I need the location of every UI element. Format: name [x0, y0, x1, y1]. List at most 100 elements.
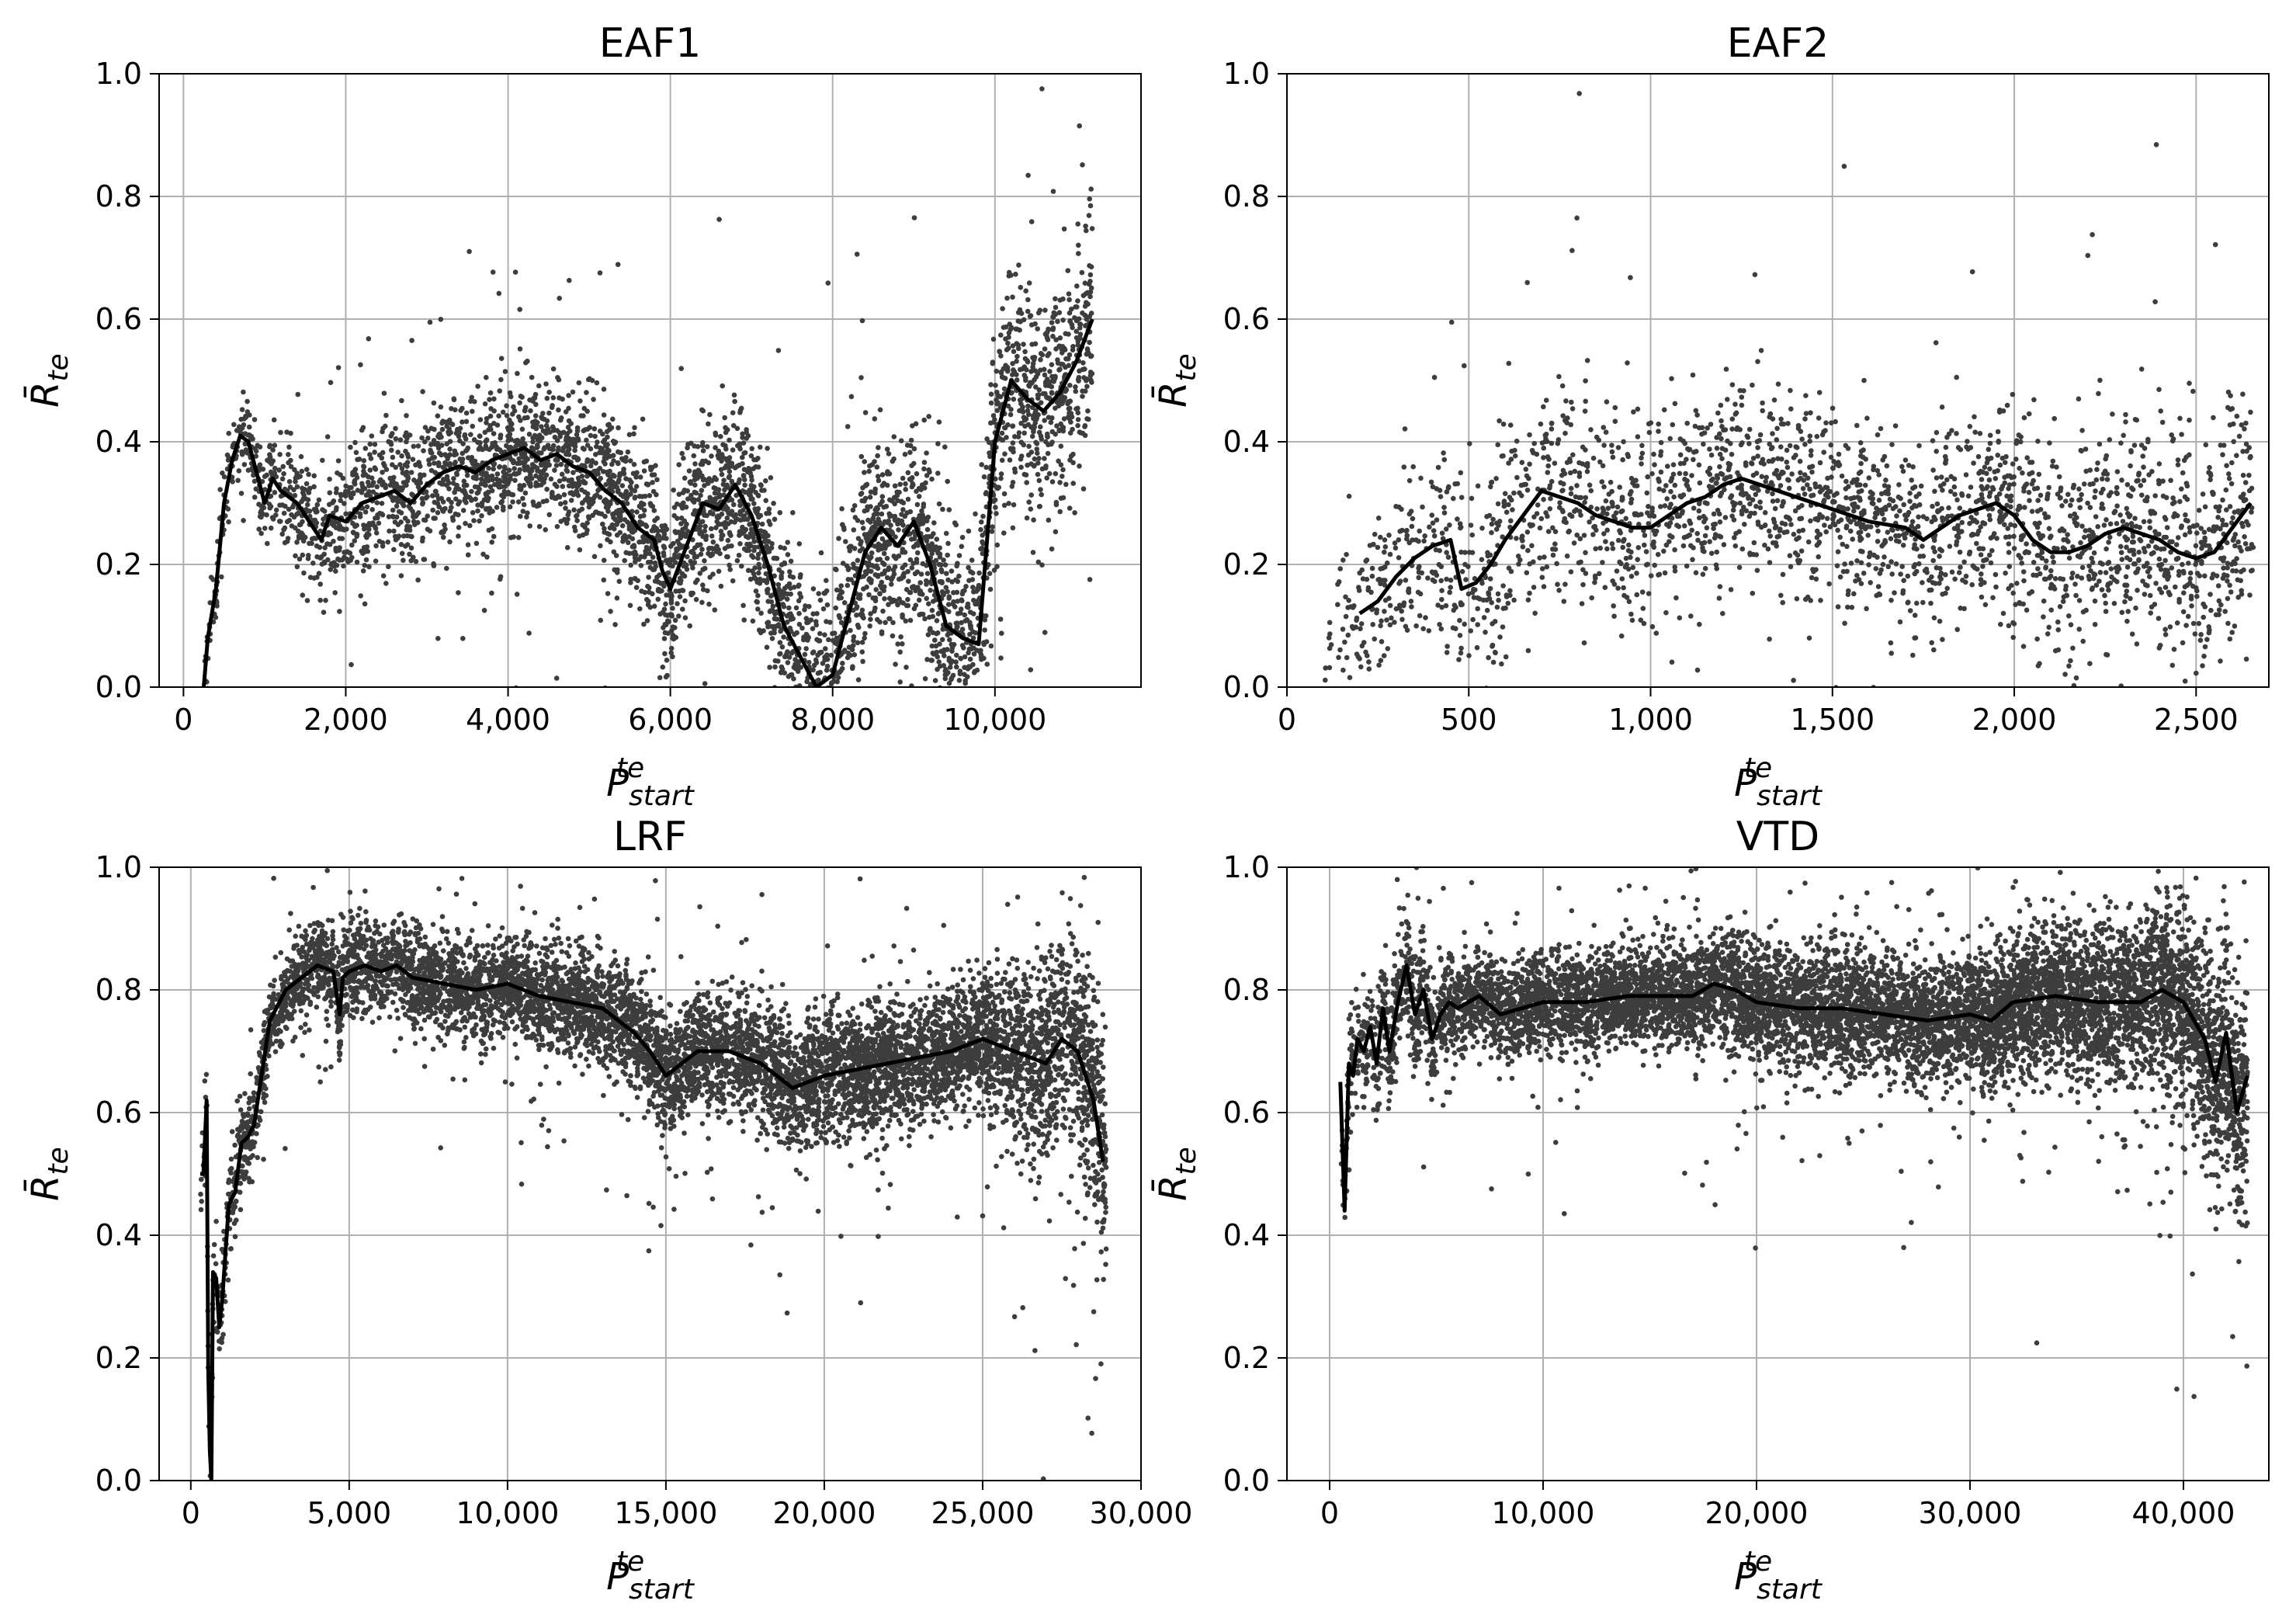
scatter-point — [692, 545, 698, 550]
scatter-point — [956, 678, 962, 683]
scatter-point — [959, 598, 965, 604]
scatter-point — [1049, 479, 1056, 484]
scatter-point — [651, 603, 657, 609]
scatter-point — [721, 492, 727, 498]
scatter-point — [370, 489, 376, 495]
scatter-point — [1018, 464, 1024, 470]
scatter-point — [941, 687, 946, 693]
scatter-point — [936, 419, 942, 425]
scatter-point — [399, 466, 405, 471]
scatter-point — [334, 486, 339, 491]
scatter-point — [603, 481, 609, 488]
scatter-point — [623, 458, 629, 464]
scatter-point — [671, 487, 676, 493]
scatter-point — [364, 504, 370, 510]
scatter-point — [2247, 455, 2253, 460]
y-tick-label: 0.0 — [95, 670, 142, 704]
scatter-point — [924, 473, 930, 478]
scatter-point — [1481, 689, 1486, 694]
scatter-point — [1087, 279, 1093, 284]
scatter-point — [277, 452, 283, 457]
scatter-point — [2026, 550, 2031, 555]
scatter-point — [475, 384, 480, 389]
scatter-point — [1022, 349, 1028, 355]
scatter-point — [949, 648, 955, 654]
scatter-point — [818, 693, 824, 699]
scatter-point — [671, 512, 677, 519]
scatter-point — [324, 434, 331, 439]
scatter-point — [984, 661, 990, 667]
scatter-point — [2139, 492, 2145, 498]
scatter-point — [841, 600, 848, 606]
scatter-point — [404, 533, 411, 539]
scatter-point — [564, 431, 571, 436]
scatter-point — [1614, 568, 1620, 574]
y-tick-label: 0.6 — [95, 302, 142, 336]
scatter-point — [475, 502, 480, 508]
scatter-point — [824, 602, 831, 608]
scatter-point — [862, 635, 867, 641]
scatter-point — [1691, 505, 1697, 511]
scatter-point — [820, 695, 825, 700]
scatter-point — [914, 569, 921, 575]
scatter-point — [877, 557, 883, 562]
scatter-point — [998, 471, 1004, 477]
scatter-point — [1086, 213, 1092, 218]
scatter-point — [877, 502, 883, 507]
scatter-point — [896, 527, 901, 533]
scatter-point — [321, 516, 326, 522]
scatter-point — [456, 533, 461, 539]
scatter-point — [716, 515, 721, 520]
scatter-point — [447, 452, 453, 457]
scatter-point — [366, 336, 372, 342]
scatter-point — [837, 615, 843, 620]
scatter-point — [1046, 415, 1052, 420]
scatter-point — [273, 507, 279, 513]
scatter-point — [959, 534, 966, 540]
scatter-point — [2065, 532, 2070, 537]
scatter-point — [1803, 393, 1809, 398]
scatter-point — [663, 601, 668, 607]
scatter-point — [825, 280, 831, 286]
scatter-point — [859, 318, 865, 324]
scatter-point — [601, 387, 607, 392]
scatter-point — [678, 532, 684, 538]
scatter-point — [374, 484, 380, 490]
scatter-point — [1729, 382, 1736, 387]
scatter-point — [1067, 430, 1073, 436]
scatter-point — [584, 443, 591, 448]
scatter-point — [782, 689, 787, 694]
scatter-point — [594, 380, 600, 386]
scatter-point — [994, 511, 999, 516]
scatter-point — [716, 487, 722, 492]
scatter-point — [423, 489, 429, 495]
scatter-point — [765, 599, 771, 604]
scatter-point — [637, 504, 643, 509]
scatter-point — [521, 453, 527, 458]
scatter-point — [364, 544, 370, 550]
scatter-point — [1854, 572, 1860, 578]
scatter-point — [550, 366, 557, 372]
scatter-point — [450, 517, 456, 523]
scatter-point — [706, 550, 711, 557]
scatter-point — [1451, 602, 1458, 608]
scatter-point — [998, 353, 1004, 359]
scatter-point — [479, 513, 484, 519]
scatter-point — [816, 677, 821, 683]
scatter-point — [506, 434, 512, 439]
scatter-point — [562, 476, 567, 481]
scatter-point — [478, 470, 484, 477]
scatter-point — [774, 616, 779, 622]
scatter-point — [685, 496, 691, 502]
scatter-point — [439, 529, 444, 536]
scatter-point — [439, 426, 446, 432]
scatter-point — [942, 647, 947, 653]
scatter-point — [1025, 297, 1031, 303]
scatter-point — [557, 295, 562, 301]
scatter-point — [811, 662, 817, 668]
scatter-point — [663, 557, 669, 564]
scatter-point — [1074, 304, 1080, 310]
scatter-point — [270, 447, 276, 453]
scatter-point — [2099, 587, 2105, 592]
scatter-point — [608, 501, 613, 507]
